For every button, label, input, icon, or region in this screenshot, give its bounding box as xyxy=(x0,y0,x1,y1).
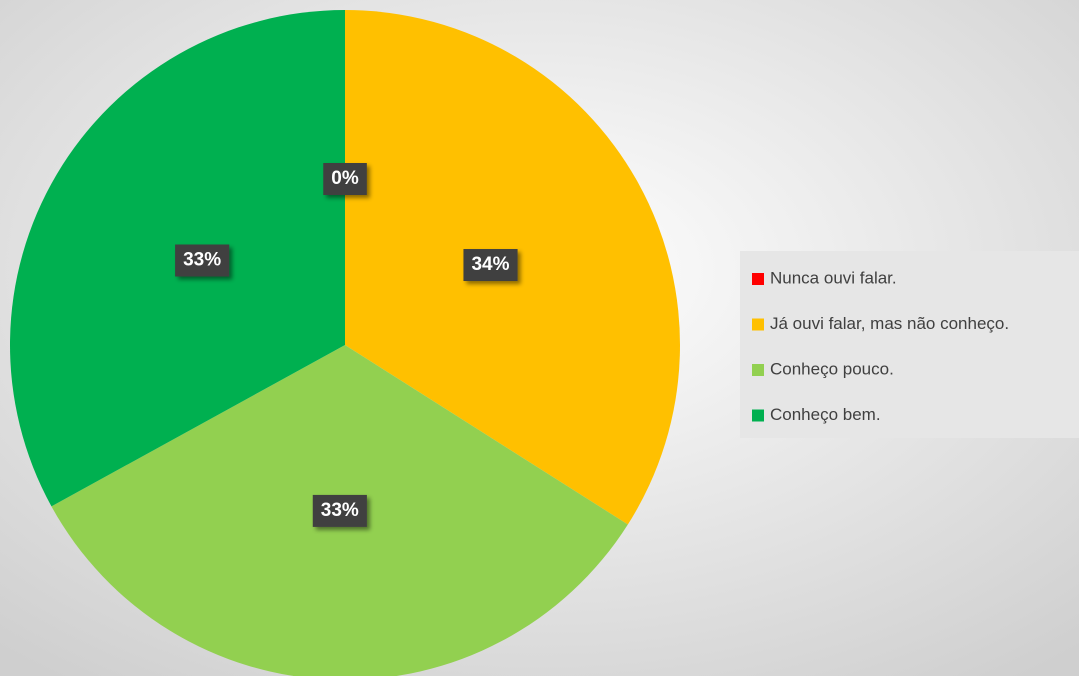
legend-label: Nunca ouvi falar. xyxy=(770,268,897,287)
legend-label: Conheço pouco. xyxy=(770,359,894,378)
data-label-box xyxy=(463,249,518,282)
legend-swatch xyxy=(752,364,764,376)
data-label-text: 34% xyxy=(471,254,509,275)
legend-swatch xyxy=(752,318,764,331)
data-label-box xyxy=(323,163,367,195)
legend-label: Já ouvi falar, mas não conheço. xyxy=(770,314,1009,333)
data-label: 34% xyxy=(463,249,518,282)
data-label-box xyxy=(312,494,367,527)
data-label-text: 0% xyxy=(331,168,359,189)
data-label: 33% xyxy=(312,494,367,527)
data-label: 33% xyxy=(175,244,230,277)
data-label-text: 33% xyxy=(321,500,359,521)
data-label-box xyxy=(175,244,230,277)
legend-box xyxy=(740,251,1079,438)
data-label: 0% xyxy=(323,163,367,195)
legend-label: Conheço bem. xyxy=(770,405,881,424)
legend-swatch xyxy=(752,273,764,285)
data-label-text: 33% xyxy=(183,250,221,271)
legend-swatch xyxy=(752,409,764,422)
